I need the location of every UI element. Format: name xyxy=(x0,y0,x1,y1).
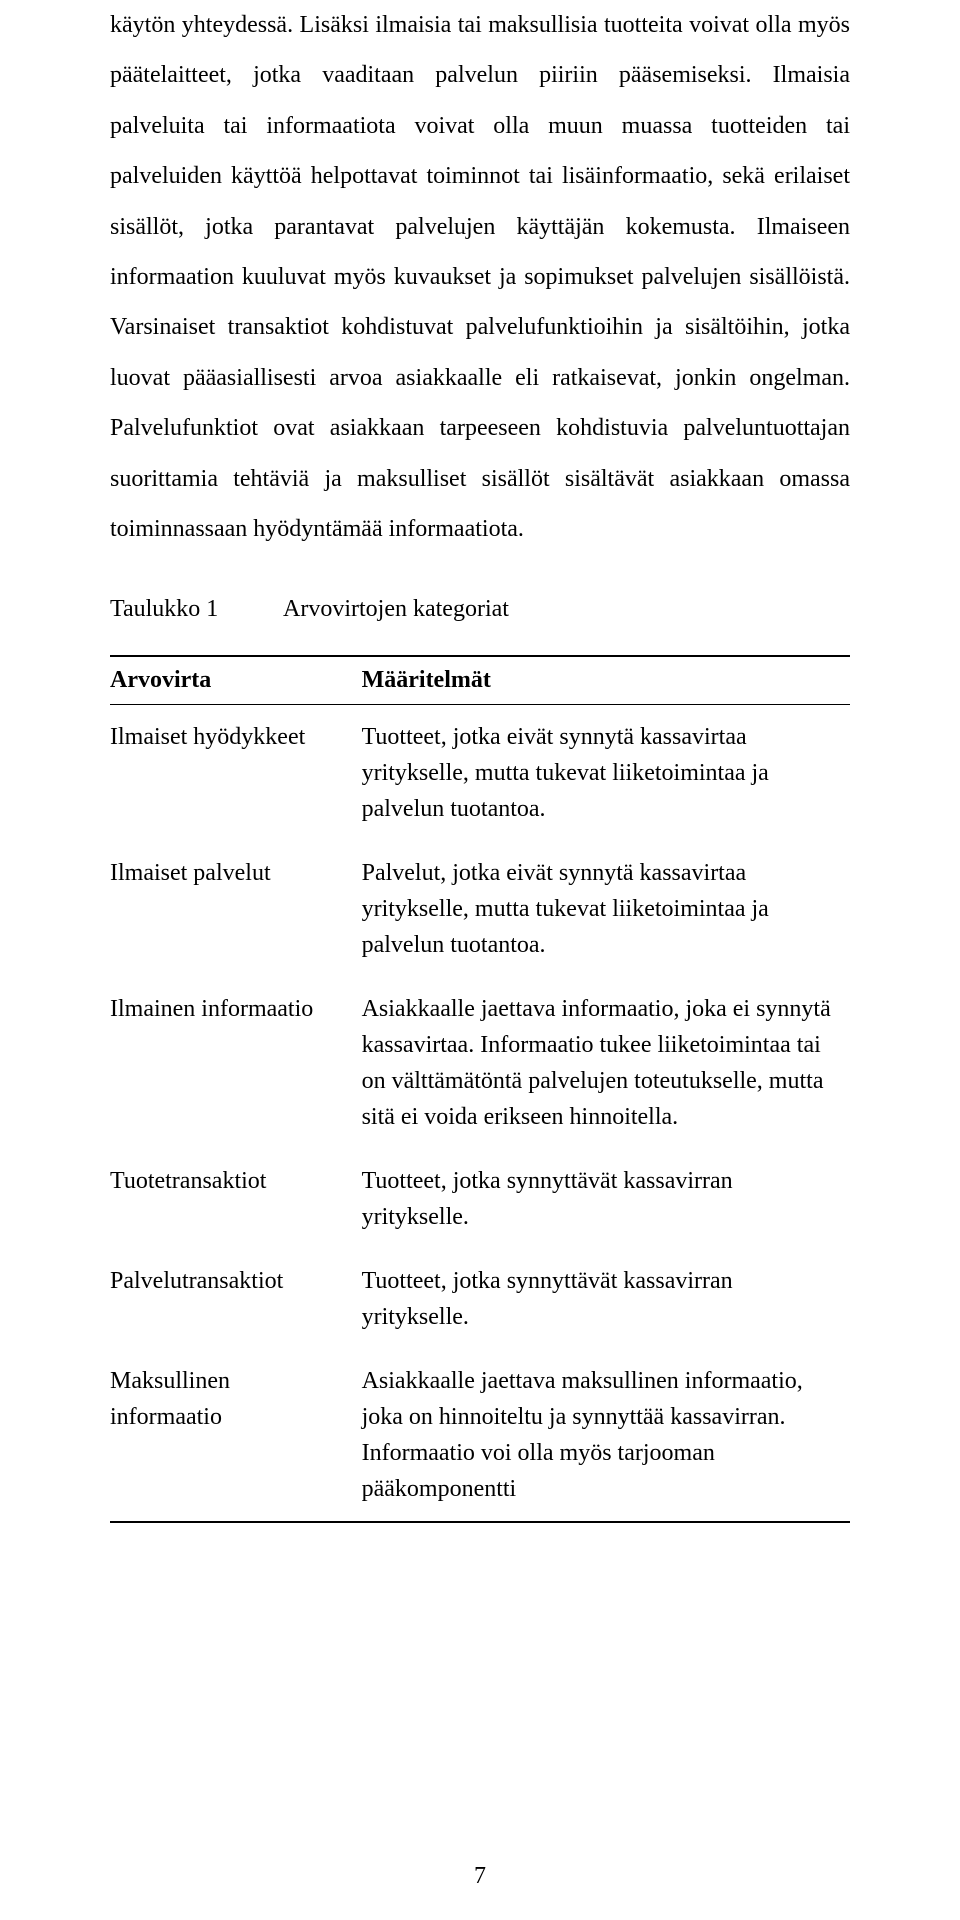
document-page: käytön yhteydessä. Lisäksi ilmaisia tai … xyxy=(0,0,960,1920)
table-cell-def: Palvelut, jotka eivät synnytä kassavirta… xyxy=(362,841,850,977)
table-row: Palvelutransaktiot Tuotteet, jotka synny… xyxy=(110,1249,850,1349)
page-number: 7 xyxy=(0,1863,960,1890)
table-row: Ilmaiset hyödykkeet Tuotteet, jotka eivä… xyxy=(110,705,850,841)
table-caption: Taulukko 1 Arvovirtojen kategoriat xyxy=(110,584,850,634)
table-row: Tuotetransaktiot Tuotteet, jotka synnytt… xyxy=(110,1149,850,1249)
table-cell-def: Tuotteet, jotka synnyttävät kassavirran … xyxy=(362,1249,850,1349)
table-cell-term: Ilmaiset palvelut xyxy=(110,841,362,977)
definitions-table-body: Ilmaiset hyödykkeet Tuotteet, jotka eivä… xyxy=(110,705,850,1521)
body-paragraph: käytön yhteydessä. Lisäksi ilmaisia tai … xyxy=(110,0,850,554)
table-cell-def: Tuotteet, jotka synnyttävät kassavirran … xyxy=(362,1149,850,1249)
table-cell-term: Ilmaiset hyödykkeet xyxy=(110,705,362,841)
table-row: Ilmaiset palvelut Palvelut, jotka eivät … xyxy=(110,841,850,977)
table-cell-term: Maksullinen informaatio xyxy=(110,1349,362,1521)
table-row: Maksullinen informaatio Asiakkaalle jaet… xyxy=(110,1349,850,1521)
table-cell-term: Tuotetransaktiot xyxy=(110,1149,362,1249)
table-cell-term: Palvelutransaktiot xyxy=(110,1249,362,1349)
table-cell-def: Asiakkaalle jaettava informaatio, joka e… xyxy=(362,977,850,1149)
definitions-table: Arvovirta Määritelmät xyxy=(110,657,850,704)
table-header-row: Arvovirta Määritelmät xyxy=(110,657,850,704)
table-row: Ilmainen informaatio Asiakkaalle jaettav… xyxy=(110,977,850,1149)
table-header-maaritelmat: Määritelmät xyxy=(362,657,850,704)
table-bottom-rule xyxy=(110,1521,850,1523)
table-cell-term: Ilmainen informaatio xyxy=(110,977,362,1149)
table-caption-title: Arvovirtojen kategoriat xyxy=(283,596,509,622)
table-cell-def: Asiakkaalle jaettava maksullinen informa… xyxy=(362,1349,850,1521)
table-header-arvovirta: Arvovirta xyxy=(110,657,362,704)
table-caption-label: Taulukko 1 xyxy=(110,584,218,634)
table-cell-def: Tuotteet, jotka eivät synnytä kassavirta… xyxy=(362,705,850,841)
